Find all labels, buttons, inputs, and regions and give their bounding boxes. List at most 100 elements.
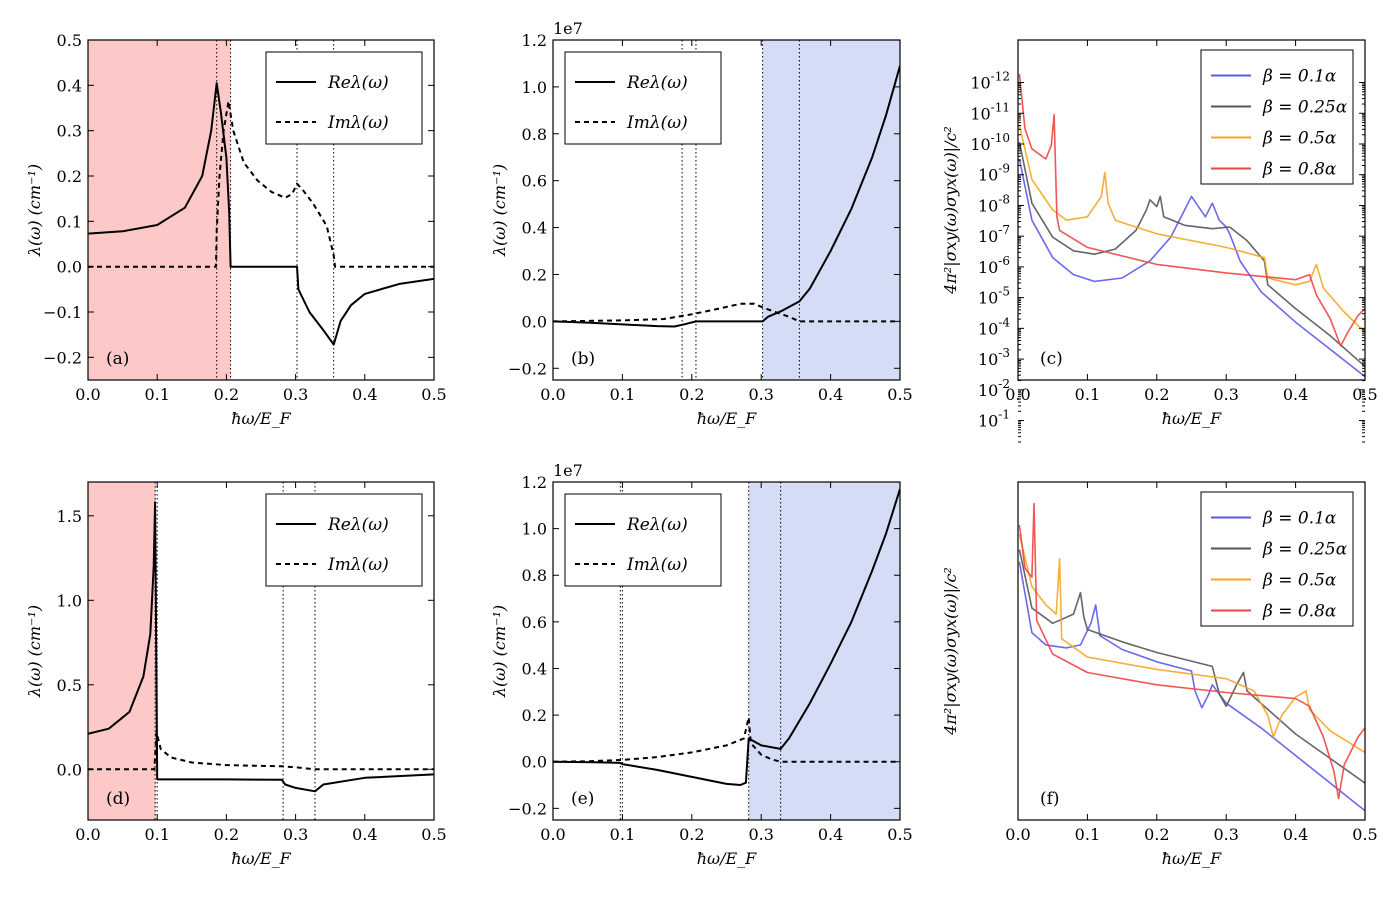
x-axis-label: ħω/E_F	[231, 849, 291, 868]
legend-box	[1200, 491, 1354, 627]
legend-label: β = 0.1α	[1262, 67, 1337, 87]
y-tick-label: 10-9	[978, 162, 1010, 185]
panel-5: 0.0 0.1 0.2 0.3 0.4 0.5 1.2 1.0 0.8 0.6 0.4 0.2 0.0 −…	[490, 461, 913, 868]
x-tick-label: 0.5	[421, 825, 446, 844]
series-line	[1018, 561, 1365, 812]
x-tick-label: 0.1	[144, 825, 169, 844]
y-tick-label: 0.4	[522, 659, 547, 678]
y-axis-label: 4π²|σxy(ω)σyx(ω)|/c²	[941, 567, 960, 736]
y-tick-label: 0.3	[57, 122, 82, 141]
panel-label: (c)	[1040, 349, 1063, 369]
series-line	[88, 82, 434, 346]
shaded-region	[88, 40, 231, 380]
series-line	[88, 731, 434, 771]
legend: β = 0.1α β = 0.25α β = 0.5α β = 0.8α	[1200, 49, 1354, 185]
y-tick-label: 0.6	[522, 172, 547, 191]
series-line	[553, 65, 900, 328]
legend: Reλ(ω) Imλ(ω)	[564, 493, 722, 587]
x-axis-label: ħω/E_F	[1162, 409, 1222, 428]
x-tick-label: 0.1	[144, 385, 169, 404]
y-axis-label: λ(ω) (cm⁻¹)	[25, 164, 44, 257]
y-tick-label: 10-7	[978, 223, 1010, 246]
series-line	[88, 100, 434, 268]
series-line	[1018, 534, 1365, 754]
y-tick-label: −0.1	[43, 303, 82, 322]
legend-box	[265, 51, 423, 145]
panel-label: (f)	[1040, 789, 1060, 809]
x-tick-label: 0.3	[748, 385, 773, 404]
x-tick-label: 0.5	[887, 825, 912, 844]
y-tick-label: 0.5	[57, 31, 82, 50]
axis-scale-label: 1e7	[553, 461, 583, 480]
y-tick-label: 10-2	[978, 377, 1010, 400]
x-tick-label: 0.2	[679, 825, 704, 844]
x-tick-label: 0.4	[352, 825, 377, 844]
y-tick-label: 1.0	[57, 591, 82, 610]
y-tick-label: 0.6	[522, 613, 547, 632]
x-tick-label: 0.4	[1283, 825, 1308, 844]
x-tick-label: 0.2	[214, 825, 239, 844]
panel-label: (a)	[106, 349, 129, 369]
y-tick-label: 1.0	[522, 520, 547, 539]
legend-label: Reλ(ω)	[626, 515, 688, 535]
shaded-region	[762, 40, 900, 380]
x-tick-label: 0.0	[540, 825, 565, 844]
panel-6: 0.0 0.1 0.2 0.3 0.4 0.5 10-1 10-2 10-3 10-4 10-5 10…	[941, 70, 1378, 868]
x-tick-label: 0.1	[610, 385, 635, 404]
x-tick-label: 0.4	[1283, 385, 1308, 404]
x-tick-label: 0.4	[818, 825, 843, 844]
y-tick-label: 1.0	[522, 78, 547, 97]
y-tick-label: 0.8	[522, 125, 547, 144]
series-line	[1018, 549, 1365, 784]
y-tick-label: 0.0	[522, 753, 547, 772]
x-tick-label: 0.3	[1213, 825, 1238, 844]
x-tick-label: 0.0	[75, 385, 100, 404]
y-tick-label: 0.1	[57, 212, 82, 231]
plot-frame	[552, 481, 901, 821]
y-tick-label: 0.8	[522, 566, 547, 585]
y-tick-label: 0.5	[57, 676, 82, 695]
y-tick-label: 10-4	[978, 315, 1010, 338]
series-line	[1018, 73, 1365, 347]
shaded-region	[748, 482, 900, 820]
y-tick-label: 10-8	[978, 192, 1010, 215]
y-tick-label: 10-10	[970, 131, 1010, 154]
x-axis-label: ħω/E_F	[231, 409, 291, 428]
x-tick-label: 0.5	[421, 385, 446, 404]
y-tick-label: 0.2	[57, 167, 82, 186]
legend-box	[1200, 49, 1354, 185]
x-tick-label: 0.0	[1005, 825, 1030, 844]
axis-scale-label: 1e7	[553, 19, 583, 38]
legend: Reλ(ω) Imλ(ω)	[564, 51, 722, 145]
y-tick-label: −0.2	[508, 799, 547, 818]
x-tick-label: 0.3	[1213, 385, 1238, 404]
series-line	[1018, 502, 1365, 800]
legend-label: Reλ(ω)	[327, 73, 389, 93]
shaded-region	[88, 482, 156, 820]
y-tick-label: 10-11	[970, 100, 1010, 123]
plot-frame	[87, 481, 435, 821]
y-axis-label: λ(ω) (cm⁻¹)	[25, 605, 44, 698]
y-tick-label: −0.2	[43, 348, 82, 367]
panel-4: 0.0 0.1 0.2 0.3 0.4 0.5 1.5 1.0 0.5 0.0 ħω/E_F λ(ω)…	[25, 481, 447, 868]
panel-label: (d)	[106, 789, 130, 809]
x-axis-label: ħω/E_F	[697, 849, 757, 868]
x-tick-label: 0.5	[1352, 825, 1377, 844]
x-tick-label: 0.2	[1144, 825, 1169, 844]
legend-label: Reλ(ω)	[327, 515, 389, 535]
legend-box	[265, 493, 423, 587]
series-line	[1018, 158, 1365, 378]
series-line	[553, 716, 900, 763]
legend-label: Reλ(ω)	[626, 73, 688, 93]
x-tick-label: 0.5	[887, 385, 912, 404]
legend-box	[564, 51, 722, 145]
y-tick-label: 1.2	[522, 31, 547, 50]
panel-2: 0.0 0.1 0.2 0.3 0.4 0.5 1.2 1.0 0.8 0.6 0.4 0.2 0.0 −…	[490, 19, 913, 428]
x-tick-label: 0.3	[283, 825, 308, 844]
y-tick-label: 1.5	[57, 507, 82, 526]
y-tick-label: 0.4	[57, 76, 82, 95]
x-tick-label: 0.1	[1075, 825, 1100, 844]
legend-label: β = 0.25α	[1262, 98, 1348, 118]
x-tick-label: 0.2	[214, 385, 239, 404]
